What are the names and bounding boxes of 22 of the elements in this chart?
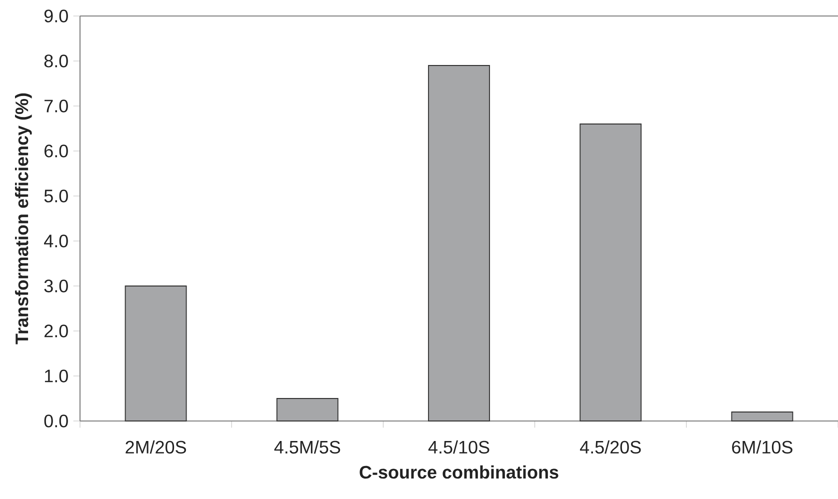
y-axis-title: Transformation efficiency (%) xyxy=(15,93,32,344)
y-tick-label: 7.0 xyxy=(44,100,68,112)
y-tick-label: 3.0 xyxy=(44,280,68,292)
x-tick-label: 4.5M/5S xyxy=(274,440,340,454)
y-tick-label: 5.0 xyxy=(44,190,68,202)
x-tick-label: 2M/20S xyxy=(126,440,186,454)
y-tick-label: 1.0 xyxy=(44,370,68,382)
y-tick-label: 2.0 xyxy=(44,324,68,338)
bar xyxy=(580,124,642,422)
y-tick-label: 4.0 xyxy=(44,234,68,248)
x-axis-title: C-source combinations xyxy=(360,465,558,479)
x-tick-label: 4.5/10S xyxy=(428,440,490,454)
bar xyxy=(124,286,187,422)
y-tick-label: 6.0 xyxy=(44,144,68,158)
y-tick-label: 9.0 xyxy=(44,10,68,22)
x-tick-label: 4.5/20S xyxy=(580,440,641,454)
y-tick-label: 8.0 xyxy=(44,54,68,68)
x-tick-label: 6M/10S xyxy=(732,440,792,454)
y-tick-label: 0.0 xyxy=(44,414,68,428)
bar xyxy=(731,412,794,422)
bar xyxy=(428,65,490,422)
bar xyxy=(276,398,338,422)
